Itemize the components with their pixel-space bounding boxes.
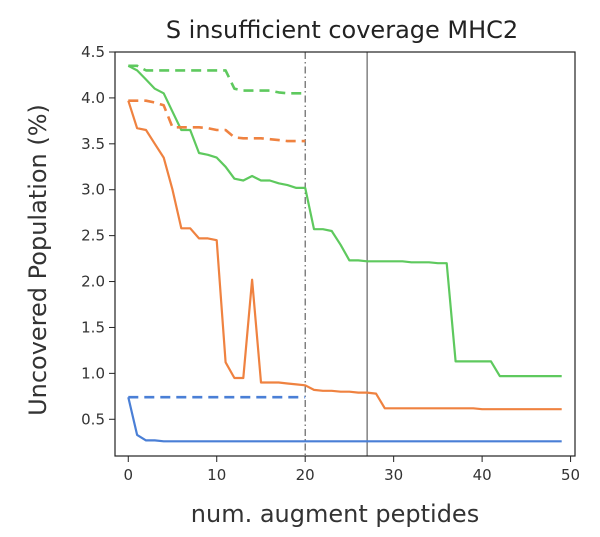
y-tick-label: 0.5 (81, 410, 105, 428)
y-tick-label: 4.5 (81, 43, 105, 61)
y-tick-label: 3.5 (81, 135, 105, 153)
y-tick-label: 1.5 (81, 318, 105, 336)
x-tick-label: 20 (296, 466, 315, 484)
y-axis-label: Uncovered Population (%) (24, 104, 52, 416)
series-line-3 (128, 99, 306, 143)
series-line-4 (127, 396, 562, 443)
y-tick-label: 4.0 (81, 89, 105, 107)
chart-title: S insufficient coverage MHC2 (166, 16, 518, 44)
y-tick-label: 1.0 (81, 364, 105, 382)
x-tick-label: 0 (123, 466, 133, 484)
y-tick-label: 2.0 (81, 273, 105, 291)
y-tick-label: 2.5 (81, 227, 105, 245)
series-line-2 (127, 100, 562, 411)
axis-ticks: 0 10 20 30 40 50 0.5 1.0 1.5 2.0 2.5 3.0 3.5 4.0 4.5 (81, 43, 580, 484)
x-tick-label: 10 (207, 466, 226, 484)
series-line-1 (128, 64, 306, 95)
y-tick-label: 3.0 (81, 181, 105, 199)
series-line-0 (127, 64, 562, 378)
x-tick-label: 30 (384, 466, 403, 484)
x-tick-label: 40 (473, 466, 492, 484)
plot-frame (114, 51, 576, 457)
plot-area (127, 52, 562, 456)
x-axis-label: num. augment peptides (191, 500, 479, 528)
x-tick-label: 50 (561, 466, 580, 484)
